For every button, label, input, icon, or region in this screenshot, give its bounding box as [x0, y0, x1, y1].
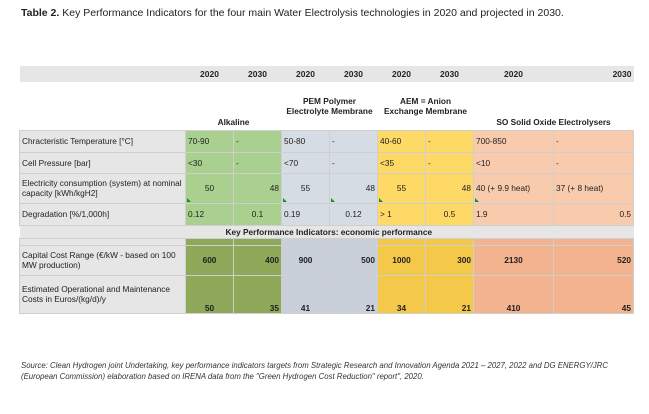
deg-pem-2030: 0.12 [329, 202, 378, 226]
caption-label: Table 2. [21, 7, 60, 19]
capex-pem-2020: 900 [281, 244, 330, 276]
table-caption: Table 2. Key Performance Indicators for … [21, 7, 641, 20]
opex-so-2030: 45 [553, 274, 634, 314]
capex-aem-2020: 1000 [377, 244, 426, 276]
row-label-opex: Estimated Operational and Maintenance Co… [19, 274, 186, 314]
comment-marker-icon [475, 197, 479, 202]
temp-alk-2020: 70-90 [185, 129, 234, 153]
technology-header-row: Alkaline PEM Polymer Electrolyte Membran… [19, 82, 634, 130]
pressure-pem-2030: - [329, 151, 378, 174]
pressure-pem-2020: <70 [281, 151, 330, 174]
capex-so-2020: 2130 [473, 244, 554, 276]
opex-so-2020: 410 [473, 274, 554, 314]
pressure-alk-2020: <30 [185, 151, 234, 174]
deg-pem-2020: 0.19 [281, 202, 330, 226]
elec-aem-2020: 55 [377, 172, 426, 204]
year-2020-so: 2020 [473, 66, 554, 82]
table-row: Cell Pressure [bar] <30 - <70 - <35 - <1… [19, 151, 634, 174]
elec-pem-2020: 55 [281, 172, 330, 204]
tech-alkaline: Alkaline [185, 82, 282, 130]
deg-alk-2030: 0.1 [233, 202, 282, 226]
row-label-degradation: Degradation [%/1,000h] [19, 202, 186, 226]
temp-alk-2030: - [233, 129, 282, 153]
comment-marker-icon [379, 197, 383, 202]
table-row: Degradation [%/1,000h] 0.12 0.1 0.19 0.1… [19, 202, 634, 226]
opex-aem-2030: 21 [425, 274, 474, 314]
row-label-pressure: Cell Pressure [bar] [19, 151, 186, 174]
opex-alk-2020: 50 [185, 274, 234, 314]
deg-so-2020: 1.9 [473, 202, 554, 226]
opex-pem-2020: 41 [281, 274, 330, 314]
economic-section-row: Key Performance Indicators: economic per… [19, 225, 634, 238]
year-2030-aem: 2030 [425, 66, 474, 82]
year-2030-pem: 2030 [329, 66, 378, 82]
caption-text: Key Performance Indicators for the four … [62, 7, 564, 19]
deg-aem-2030: 0.5 [425, 202, 474, 226]
kpi-table: 2020 2030 2020 2030 2020 2030 2020 2030 … [19, 34, 634, 314]
year-2020-aem: 2020 [377, 66, 426, 82]
pressure-so-2030: - [553, 151, 634, 174]
elec-pem-2030: 48 [329, 172, 378, 204]
comment-marker-icon [283, 197, 287, 202]
elec-aem-2030: 48 [425, 172, 474, 204]
source-note: Source: Clean Hydrogen joint Undertaking… [21, 361, 608, 381]
pressure-aem-2020: <35 [377, 151, 426, 174]
capex-aem-2030: 300 [425, 244, 474, 276]
elec-pem-2030-value: 48 [365, 183, 375, 193]
spacer-row [19, 237, 634, 246]
elec-alk-2030: 48 [233, 172, 282, 204]
elec-alk-2020-value: 50 [204, 183, 215, 193]
tech-aem: AEM = Anion Exchange Membrane [377, 82, 474, 130]
row-label-electricity: Electricity consumption (system) at nomi… [19, 172, 186, 204]
comment-marker-icon [187, 197, 191, 202]
year-2020-pem: 2020 [281, 66, 330, 82]
tech-pem: PEM Polymer Electrolyte Membrane [281, 82, 378, 130]
opex-aem-2020: 34 [377, 274, 426, 314]
pressure-alk-2030: - [233, 151, 282, 174]
temp-so-2030: - [553, 129, 634, 153]
temp-pem-2030: - [329, 129, 378, 153]
row-label-capex: Capital Cost Range (€/kW - based on 100 … [19, 244, 186, 276]
elec-alk-2020: 50 [185, 172, 234, 204]
temp-pem-2020: 50-80 [281, 129, 330, 153]
capex-alk-2030: 400 [233, 244, 282, 276]
temp-aem-2020: 40-60 [377, 129, 426, 153]
table-row: Capital Cost Range (€/kW - based on 100 … [19, 244, 634, 276]
year-header-row: 2020 2030 2020 2030 2020 2030 2020 2030 [19, 66, 634, 82]
elec-so-2020-value: 40 (+ 9.9 heat) [476, 183, 531, 193]
pressure-aem-2030: - [425, 151, 474, 174]
tech-so: SO Solid Oxide Electrolysers [473, 82, 634, 130]
capex-alk-2020: 600 [185, 244, 234, 276]
deg-alk-2020: 0.12 [185, 202, 234, 226]
economic-section-title: Key Performance Indicators: economic per… [185, 225, 634, 238]
temp-so-2020: 700-850 [473, 129, 554, 153]
row-label-temperature: Chracteristic Temperature [°C] [19, 129, 186, 153]
table-row: Electricity consumption (system) at nomi… [19, 172, 634, 204]
opex-alk-2030: 35 [233, 274, 282, 314]
blank-header-row [19, 34, 634, 66]
table-row: Estimated Operational and Maintenance Co… [19, 274, 634, 314]
deg-so-2030: 0.5 [553, 202, 634, 226]
elec-aem-2020-value: 55 [396, 183, 407, 193]
deg-aem-2020: > 1 [377, 202, 426, 226]
elec-pem-2020-value: 55 [300, 183, 311, 193]
year-2030-so: 2030 [553, 66, 634, 82]
year-2020-alkaline: 2020 [185, 66, 234, 82]
table-row: Chracteristic Temperature [°C] 70-90 - 5… [19, 129, 634, 153]
capex-pem-2030: 500 [329, 244, 378, 276]
elec-so-2020: 40 (+ 9.9 heat) [473, 172, 554, 204]
capex-so-2030: 520 [553, 244, 634, 276]
temp-aem-2030: - [425, 129, 474, 153]
comment-marker-icon [331, 197, 335, 202]
year-2030-alkaline: 2030 [233, 66, 282, 82]
opex-pem-2030: 21 [329, 274, 378, 314]
pressure-so-2020: <10 [473, 151, 554, 174]
elec-so-2030: 37 (+ 8 heat) [553, 172, 634, 204]
